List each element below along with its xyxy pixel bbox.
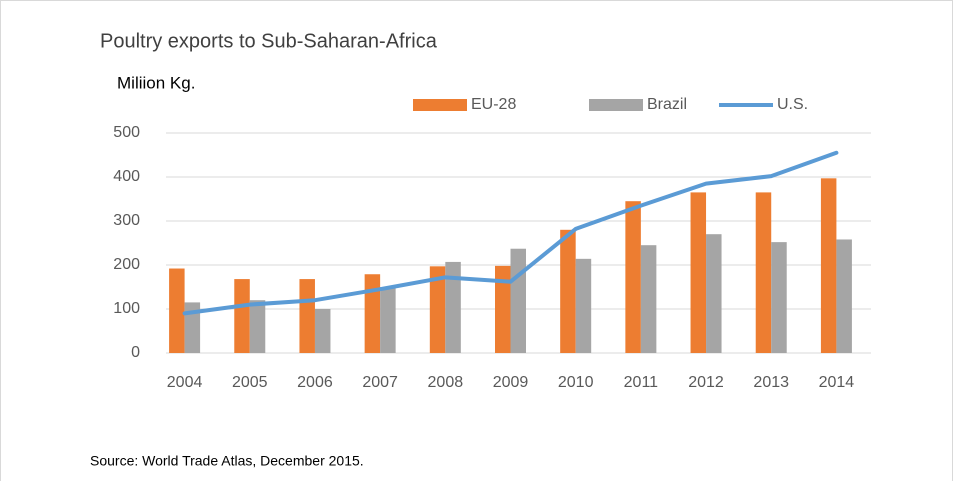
- bar: [249, 300, 266, 353]
- bar: [820, 178, 837, 353]
- bar: [299, 279, 315, 353]
- bar: [706, 234, 722, 353]
- bar: [380, 287, 396, 353]
- x-tick-label: 2005: [232, 374, 268, 391]
- bar: [169, 268, 185, 353]
- x-tick-label: 2012: [688, 374, 724, 391]
- chart-title: Poultry exports to Sub-Saharan-Africa: [100, 30, 438, 52]
- x-tick-label: 2009: [493, 374, 529, 391]
- x-tick-label: 2004: [167, 374, 203, 391]
- source-note: Source: World Trade Atlas, December 2015…: [90, 453, 364, 469]
- bar: [429, 266, 446, 353]
- x-tick-label: 2008: [428, 374, 464, 391]
- bar: [836, 239, 852, 353]
- bar: [314, 309, 331, 353]
- bar: [560, 229, 576, 353]
- x-tick-label: 2010: [558, 374, 594, 391]
- legend-label: U.S.: [777, 96, 808, 113]
- bar: [364, 274, 381, 353]
- y-tick-label: 400: [113, 168, 140, 185]
- bar: [234, 279, 250, 353]
- bar: [640, 245, 657, 353]
- x-tick-label: 2013: [753, 374, 789, 391]
- x-tick-label: 2006: [297, 374, 333, 391]
- y-tick-label: 200: [113, 256, 140, 273]
- bar: [771, 242, 787, 353]
- bar: [495, 265, 511, 353]
- y-tick-label: 0: [131, 344, 140, 361]
- legend-swatch: [589, 99, 643, 111]
- bar: [445, 261, 461, 353]
- x-tick-label: 2014: [819, 374, 855, 391]
- bar: [690, 192, 707, 353]
- legend-label: EU-28: [471, 96, 516, 113]
- x-tick-label: 2011: [624, 374, 659, 391]
- y-axis-label: Miliion Kg.: [117, 73, 195, 92]
- y-tick-label: 100: [113, 300, 140, 317]
- y-tick-label: 300: [113, 212, 140, 229]
- x-tick-label: 2007: [362, 374, 398, 391]
- bar: [510, 248, 526, 353]
- bar: [625, 201, 641, 353]
- bar: [575, 258, 592, 353]
- legend-label: Brazil: [647, 96, 687, 113]
- y-tick-label: 500: [113, 124, 140, 141]
- legend-swatch: [413, 99, 467, 111]
- bar: [184, 302, 201, 353]
- line-series: [182, 150, 839, 316]
- bar: [755, 192, 772, 353]
